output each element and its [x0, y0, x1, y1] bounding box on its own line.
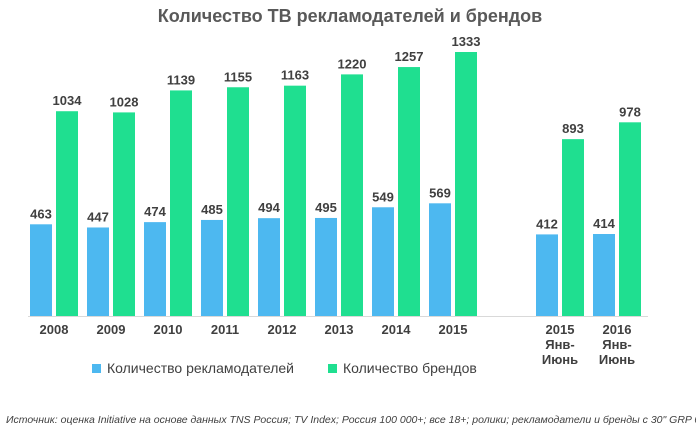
bar-brands-6: [398, 67, 420, 317]
bar-brands-8: [562, 139, 584, 316]
label-advertisers-7: 569: [429, 185, 451, 200]
label-brands-8: 893: [562, 121, 584, 136]
bar-advertisers-5: [315, 217, 337, 316]
label-brands-0: 1034: [53, 93, 83, 108]
x-tick-label-9: 2016 Янв-Июнь: [599, 322, 635, 367]
x-tick-label-4: 2012: [268, 322, 297, 337]
legend-swatch-advertisers: [92, 363, 101, 373]
bar-advertisers-8: [536, 234, 558, 316]
x-tick-label-8: 2015 Янв-Июнь: [542, 322, 578, 367]
legend-swatch-brands: [328, 363, 337, 373]
bar-advertisers-4: [258, 218, 280, 316]
x-tick-label-6: 2014: [382, 322, 412, 337]
x-tick-label-3: 2011: [211, 322, 239, 337]
bar-advertisers-6: [372, 207, 394, 316]
label-advertisers-3: 485: [201, 202, 223, 217]
x-tick-label-2: 2010: [154, 322, 183, 337]
label-advertisers-2: 474: [144, 204, 166, 219]
label-advertisers-0: 463: [30, 206, 52, 221]
label-advertisers-9: 414: [593, 216, 615, 231]
label-advertisers-1: 447: [87, 209, 109, 224]
label-advertisers-4: 494: [258, 200, 280, 215]
bar-brands-1: [113, 112, 135, 317]
bar-advertisers-3: [201, 219, 223, 316]
label-brands-3: 1155: [224, 69, 252, 84]
label-advertisers-5: 495: [315, 200, 337, 215]
label-brands-4: 1163: [281, 68, 309, 83]
label-brands-9: 978: [619, 104, 641, 119]
bar-brands-0: [56, 111, 78, 317]
x-tick-label-7: 2015: [439, 322, 468, 337]
bar-advertisers-0: [30, 224, 52, 316]
bar-brands-5: [341, 74, 363, 316]
label-brands-2: 1139: [167, 72, 195, 87]
legend-item-advertisers: Количество рекламодателей: [92, 360, 294, 376]
bar-advertisers-7: [429, 203, 451, 316]
label-brands-1: 1028: [110, 94, 139, 109]
label-brands-7: 1333: [452, 34, 481, 49]
legend-item-brands: Количество брендов: [328, 360, 477, 376]
label-brands-6: 1257: [395, 49, 424, 64]
label-advertisers-8: 412: [536, 216, 558, 231]
source-note: Источник: оценка Initiative на основе да…: [6, 414, 696, 426]
x-tick-label-0: 2008: [40, 322, 69, 337]
legend: Количество рекламодателей Количество бре…: [0, 360, 520, 380]
bar-advertisers-2: [144, 222, 166, 316]
legend-label-advertisers: Количество рекламодателей: [107, 360, 294, 376]
label-brands-5: 1220: [338, 56, 367, 71]
label-advertisers-6: 549: [372, 189, 394, 204]
bar-brands-2: [170, 90, 192, 317]
bar-advertisers-1: [87, 227, 109, 316]
x-tick-label-5: 2013: [325, 322, 354, 337]
x-tick-label-1: 2009: [97, 322, 126, 337]
bar-brands-9: [619, 122, 641, 316]
legend-label-brands: Количество брендов: [343, 360, 477, 376]
bar-brands-4: [284, 85, 306, 316]
bar-advertisers-9: [593, 234, 615, 316]
chart-title: Количество ТВ рекламодателей и брендов: [157, 6, 543, 26]
bar-brands-3: [227, 87, 249, 317]
bar-brands-7: [455, 52, 477, 316]
